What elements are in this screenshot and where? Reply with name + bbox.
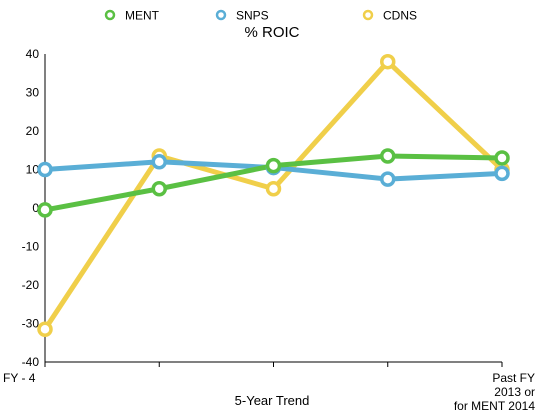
- data-point-snps: [37, 161, 53, 178]
- legend-label-cdns: CDNS: [383, 9, 417, 23]
- legend-marker-snps: [215, 9, 227, 21]
- data-point-ment: [380, 148, 396, 164]
- y-tick-label: -10: [22, 240, 40, 254]
- legend-label-snps: SNPS: [236, 9, 269, 23]
- series-points: [37, 53, 510, 338]
- chart-title: % ROIC: [244, 24, 299, 41]
- x-tick-label: Past FY 2013 or for MENT 2014: [454, 371, 535, 413]
- data-point-snps: [151, 154, 167, 170]
- legend-label-ment: MENT: [125, 9, 160, 23]
- data-point-ment: [265, 157, 282, 174]
- y-tick-label: -40: [22, 355, 40, 369]
- y-tick-label: 30: [26, 86, 40, 100]
- x-tick-label: FY - 4: [3, 371, 36, 385]
- axes: 40 30 20 10 0 -10 -20 -30 -40 FY - 4 Past FY 2013 o…: [3, 47, 535, 413]
- y-tick-label: -20: [22, 278, 40, 292]
- y-tick-label: 10: [26, 163, 40, 177]
- data-point-cdns: [380, 53, 396, 70]
- legend-marker-cdns: [362, 9, 374, 21]
- y-tick-label: 40: [26, 47, 40, 61]
- y-tick-label: 20: [26, 124, 40, 138]
- legend-marker-ment: [104, 9, 116, 21]
- y-tick-label: 0: [32, 201, 39, 215]
- x-axis-label: 5-Year Trend: [235, 393, 310, 408]
- y-tick-label: -30: [22, 317, 40, 331]
- data-point-snps: [494, 165, 510, 182]
- legend: MENT SNPS CDNS: [104, 9, 417, 23]
- data-point-snps: [380, 171, 396, 187]
- data-point-ment: [494, 150, 510, 166]
- data-point-ment: [37, 202, 53, 218]
- data-point-cdns: [37, 321, 53, 338]
- data-point-cdns: [265, 181, 282, 197]
- data-point-ment: [151, 181, 167, 197]
